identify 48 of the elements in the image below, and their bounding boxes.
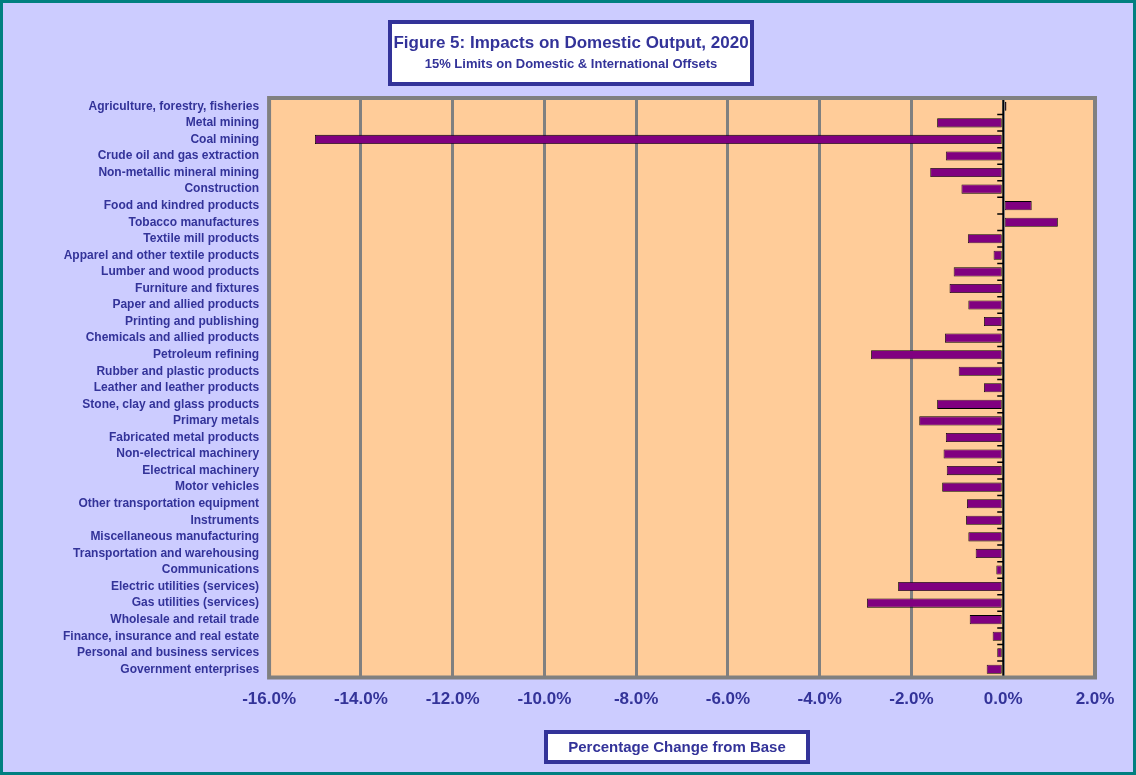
y-tick-label: Communications [161,562,260,577]
x-tick-label: 0.0% [983,689,1023,709]
chart-subtitle: 15% Limits on Domestic & International Offsets [423,56,719,71]
y-tick-label: Gas utilities (services) [131,595,260,610]
y-tick-label: Paper and allied products [112,297,260,312]
y-tick-label: Chemicals and allied products [85,330,260,345]
y-tick-label: Finance, insurance and real estate [63,628,260,643]
y-tick-label: Other transportation equipment [78,496,260,511]
y-tick-label: Crude oil and gas extraction [97,148,260,163]
y-tick-label: Petroleum refining [153,346,260,361]
y-tick-label: Fabricated metal products [109,429,260,444]
y-tick-label: Food and kindred products [103,197,260,212]
y-tick-label: Electrical machinery [142,462,260,477]
y-tick-label: Stone, clay and glass products [82,396,260,411]
y-tick-label: Instruments [190,512,260,527]
x-tick-label: -2.0% [889,689,934,709]
x-tick-label: 2.0% [1075,689,1115,709]
y-tick-label: Printing and publishing [125,313,260,328]
y-tick-label: Agriculture, forestry, fisheries [88,98,260,113]
y-tick-label: Miscellaneous manufacturing [90,529,260,544]
y-tick-label: Coal mining [190,131,260,146]
y-tick-label: Transportation and warehousing [73,545,260,560]
x-tick-label: -10.0% [517,689,572,709]
y-tick-label: Rubber and plastic products [96,363,260,378]
x-tick-label: -6.0% [705,689,751,709]
chart-title: Figure 5: Impacts on Domestic Output, 2020 [392,33,750,53]
y-tick-label: Non-electrical machinery [116,446,260,461]
y-tick-label: Government enterprises [120,661,260,676]
y-tick-label: Apparel and other textile products [63,247,260,262]
x-tick-label: -12.0% [425,689,480,709]
y-tick-label: Metal mining [185,115,260,130]
x-tick-label: -16.0% [242,689,297,709]
y-tick-label: Lumber and wood products [101,264,260,279]
y-tick-label: Construction [184,181,260,196]
y-tick-label: Furniture and fixtures [135,280,260,295]
y-tick-label: Textile mill products [143,231,260,246]
x-axis-title: Percentage Change from Base [544,730,810,764]
y-tick-label: Primary metals [173,413,260,428]
y-tick-label: Electric utilities (services) [111,578,260,593]
y-tick-label: Tobacco manufactures [128,214,260,229]
x-tick-label: -14.0% [333,689,388,709]
y-tick-label: Wholesale and retail trade [110,611,260,626]
x-tick-label: -8.0% [613,689,659,709]
y-tick-label: Personal and business services [76,645,260,660]
y-tick-label: Motor vehicles [175,479,260,494]
y-tick-label: Non-metallic mineral mining [98,164,260,179]
y-tick-label: Leather and leather products [93,380,260,395]
x-tick-label: -4.0% [797,689,842,709]
